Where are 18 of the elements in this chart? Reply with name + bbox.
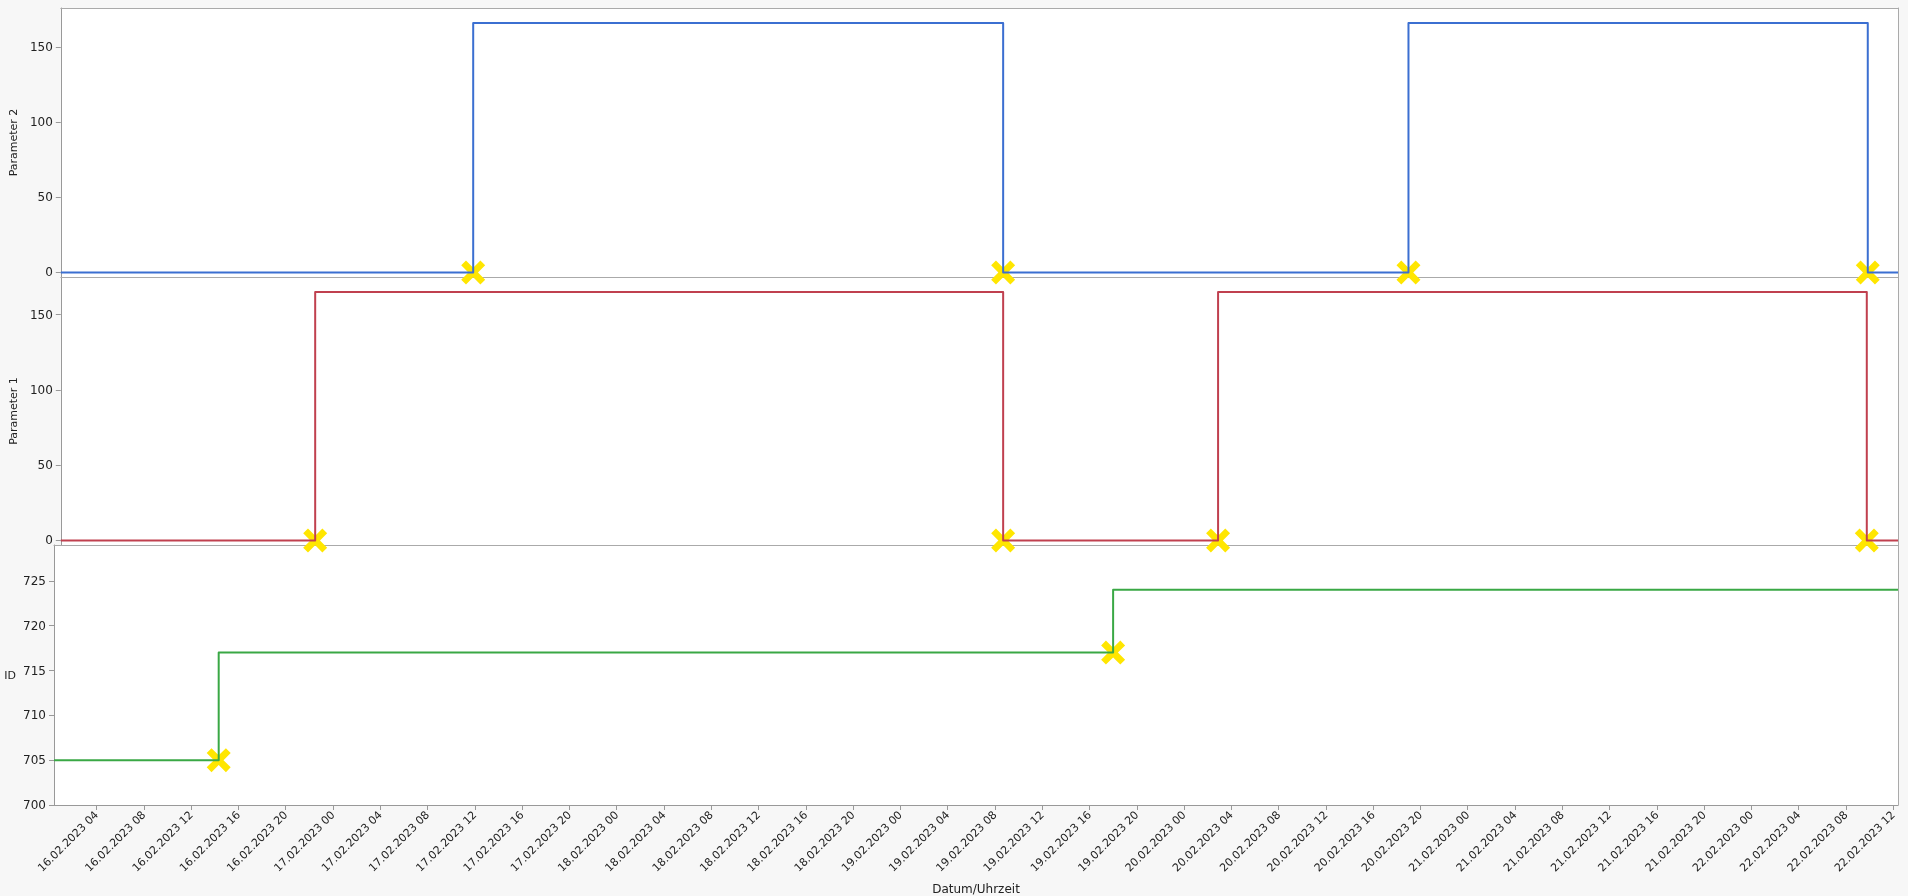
y-tick-label: 0 (45, 265, 53, 280)
y-tick-label: 100 (29, 115, 53, 130)
y-tick-label: 150 (29, 307, 53, 322)
y-tick-label: 100 (29, 382, 53, 397)
y-axis-title: ID (4, 668, 16, 682)
y-axis-title: Parameter 2 (7, 108, 20, 177)
y-tick-label: 50 (37, 458, 53, 473)
y-tick-label: 715 (23, 663, 46, 678)
y-tick-label: 700 (23, 798, 46, 812)
y-tick-label: 0 (45, 533, 53, 548)
y-tick-label: 710 (23, 708, 46, 723)
y-tick-label: 720 (23, 618, 46, 633)
x-axis-title: Datum/Uhrzeit (932, 882, 1021, 896)
y-tick-label: 705 (23, 753, 46, 768)
y-axis-title: Parameter 1 (7, 377, 20, 445)
y-tick-label: 150 (29, 40, 53, 55)
y-tick-label: 725 (23, 573, 46, 588)
y-tick-label: 50 (37, 190, 53, 205)
